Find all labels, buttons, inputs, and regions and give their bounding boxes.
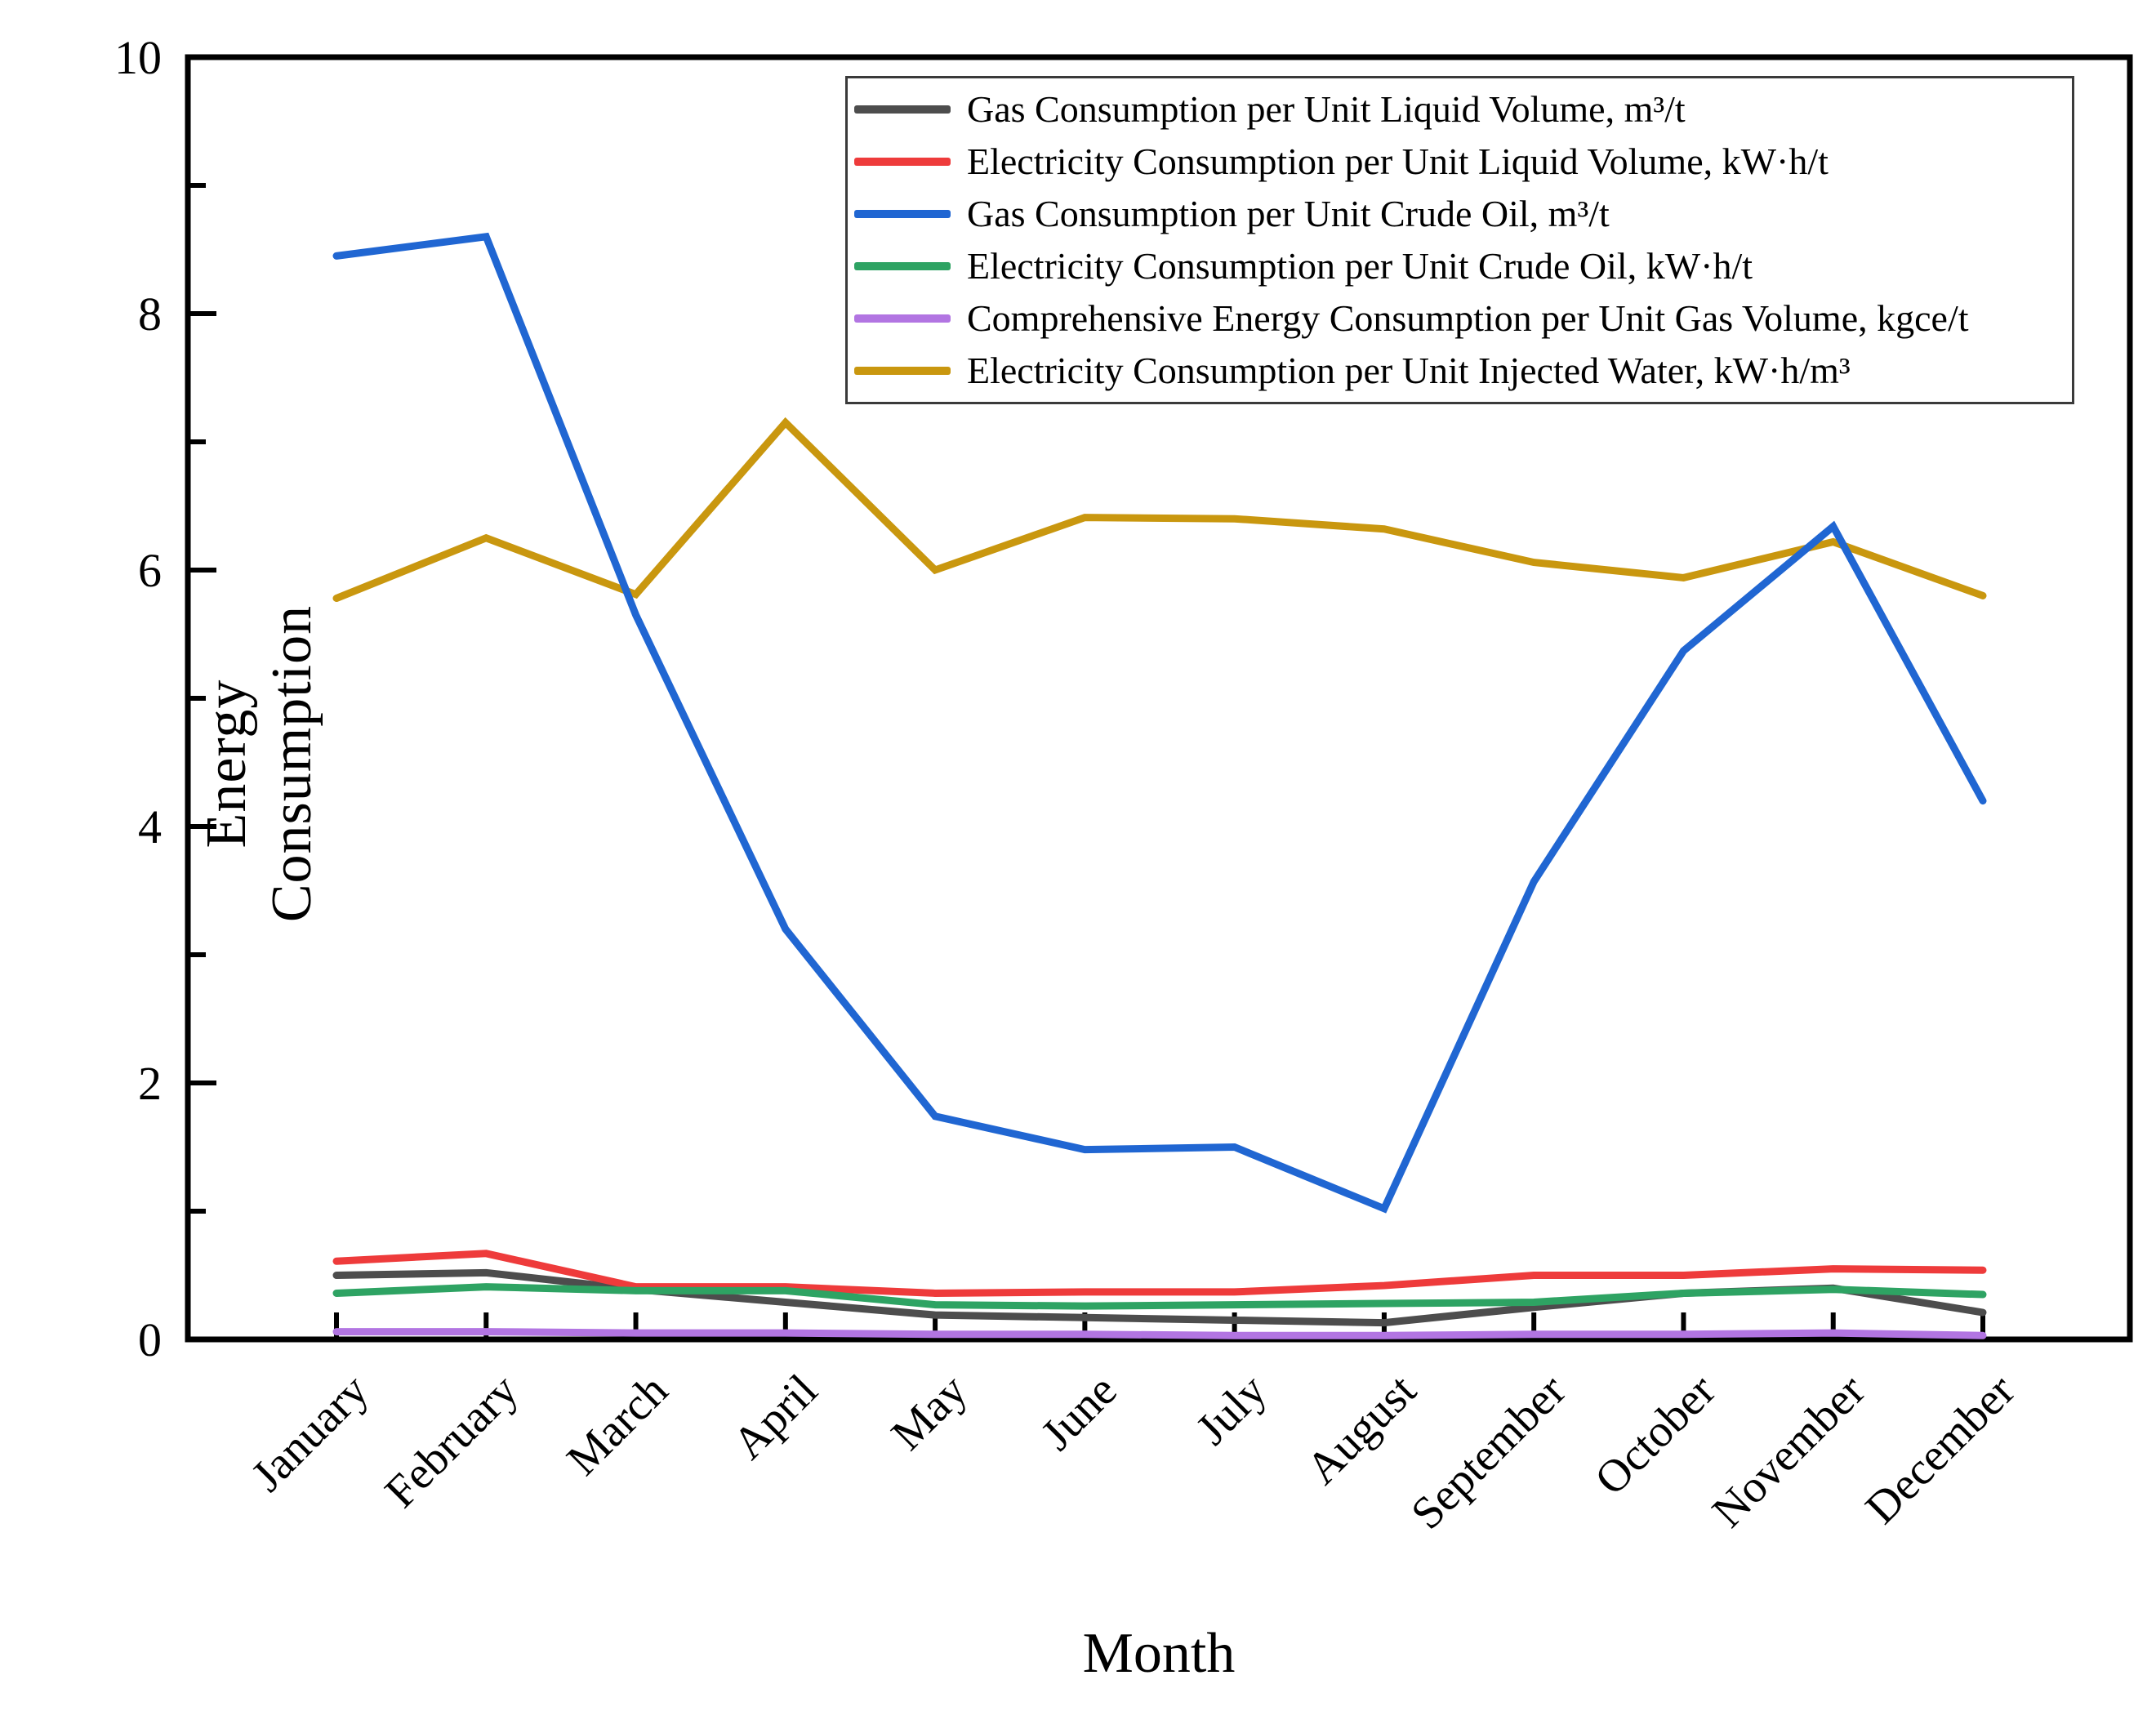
legend-item: Electricity Consumption per Unit Injecte… <box>854 352 2067 390</box>
x-tick-label: April <box>724 1365 827 1468</box>
legend-label: Electricity Consumption per Unit Crude O… <box>967 245 1753 287</box>
legend-label: Gas Consumption per Unit Crude Oil, m³/t <box>967 193 1610 234</box>
legend-item: Electricity Consumption per Unit Liquid … <box>854 143 2067 180</box>
y-tick-label: 0 <box>138 1313 162 1366</box>
x-axis-title: Month <box>1082 1622 1236 1685</box>
legend-label: Comprehensive Energy Consumption per Uni… <box>967 297 1969 339</box>
series-line-4 <box>332 1328 1987 1339</box>
series-line-5 <box>332 417 1987 603</box>
y-tick-label: 8 <box>138 287 162 341</box>
y-tick-label: 10 <box>114 31 162 84</box>
x-tick-label: October <box>1585 1365 1726 1505</box>
legend-item: Gas Consumption per Unit Crude Oil, m³/t <box>854 195 2067 233</box>
legend-item: Gas Consumption per Unit Liquid Volume, … <box>854 91 2067 128</box>
legend-line-swatch <box>854 367 951 375</box>
x-tick-label: June <box>1031 1365 1126 1459</box>
x-tick-label: February <box>376 1365 528 1517</box>
legend-item: Electricity Consumption per Unit Crude O… <box>854 247 2067 285</box>
series-line-2 <box>332 232 1987 1214</box>
x-tick-label: August <box>1297 1365 1427 1495</box>
legend: Gas Consumption per Unit Liquid Volume, … <box>845 76 2074 404</box>
x-tick-label: March <box>558 1365 678 1485</box>
y-tick-label: 6 <box>138 544 162 597</box>
series-line-3 <box>332 1283 1987 1310</box>
legend-line-swatch <box>854 262 951 270</box>
legend-item: Comprehensive Energy Consumption per Uni… <box>854 300 2067 337</box>
x-tick-label: September <box>1401 1365 1575 1539</box>
legend-label: Electricity Consumption per Unit Liquid … <box>967 140 1829 182</box>
y-axis: 0 2 4 6 8 10 <box>114 31 216 1366</box>
legend-line-swatch <box>854 210 951 218</box>
y-tick-label: 4 <box>138 800 162 853</box>
series-line-1 <box>332 1250 1987 1297</box>
x-tick-label: November <box>1703 1365 1875 1537</box>
y-tick-label: 2 <box>138 1057 162 1110</box>
y-axis-title: Energy Consumption <box>195 604 323 923</box>
x-tick-label: December <box>1856 1365 2025 1534</box>
x-tick-label: May <box>882 1365 977 1459</box>
legend-line-swatch <box>854 105 951 114</box>
legend-line-swatch <box>854 314 951 323</box>
legend-label: Gas Consumption per Unit Liquid Volume, … <box>967 88 1686 130</box>
series-line-0 <box>332 1268 1987 1327</box>
x-tick-label: January <box>242 1365 378 1501</box>
plot-frame <box>185 54 2133 1343</box>
legend-label: Electricity Consumption per Unit Injecte… <box>967 350 1851 391</box>
x-tick-label: July <box>1187 1365 1276 1455</box>
series-lines <box>332 232 1987 1339</box>
legend-line-swatch <box>854 158 951 166</box>
